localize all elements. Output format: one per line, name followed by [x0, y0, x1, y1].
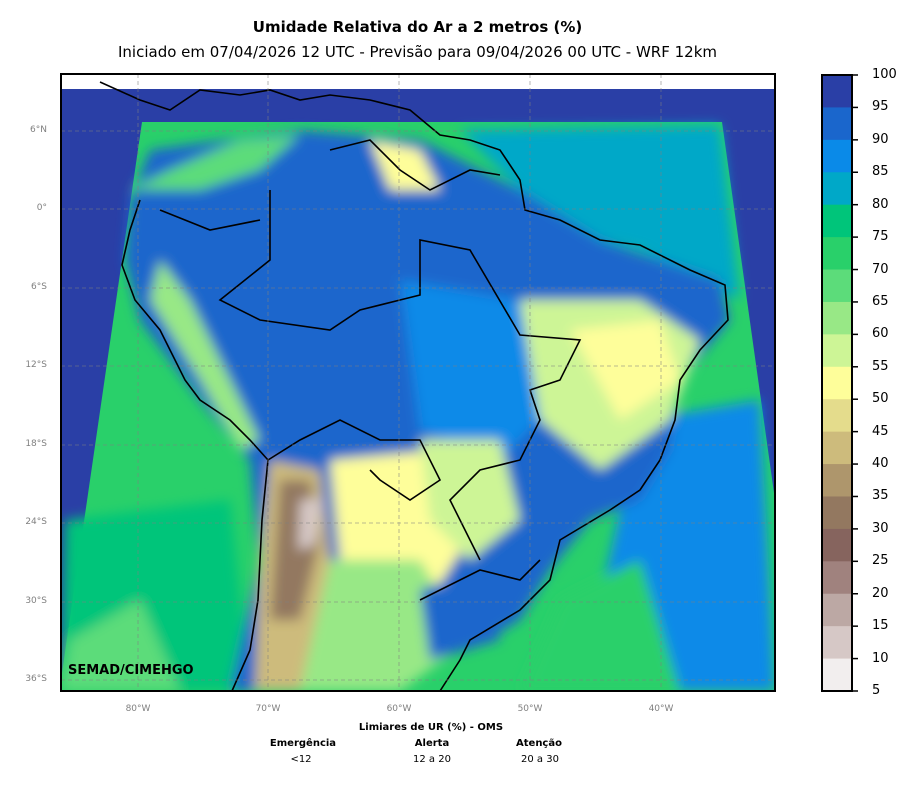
colorbar-frame: [821, 74, 853, 692]
legend-level-range: 12 a 20: [413, 754, 451, 765]
colorbar-tick-label: 10: [872, 650, 889, 666]
colorbar-tick-label: 55: [872, 358, 889, 374]
colorbar-tick-label: 50: [872, 391, 889, 407]
legend-level-label: Alerta: [414, 738, 450, 749]
lat-label: 6°N: [30, 125, 47, 135]
map-field: [61, 74, 775, 691]
map-title: Umidade Relativa do Ar a 2 metros (%): [252, 18, 583, 36]
colorbar-swatch: [822, 528, 852, 562]
colorbar-tick-label: 25: [872, 553, 889, 569]
colorbar-swatch: [822, 269, 852, 303]
colorbar-swatch: [822, 301, 852, 335]
colorbar-swatch: [822, 399, 852, 433]
colorbar-tick-label: 30: [872, 520, 889, 536]
legend-level-range: <12: [290, 754, 312, 765]
colorbar-swatch: [822, 172, 852, 206]
colorbar-swatch: [822, 139, 852, 173]
colorbar-swatch: [822, 626, 852, 660]
colorbar: [821, 74, 858, 692]
legend-level-label: Emergência: [269, 738, 337, 749]
colorbar-tick-label: 40: [872, 456, 889, 472]
colorbar-tick-label: 70: [872, 261, 889, 277]
colorbar-tick-label: 45: [872, 423, 889, 439]
colorbar-tick-label: 85: [872, 164, 889, 180]
graticule: [61, 74, 775, 691]
map-frame: [60, 73, 776, 692]
legend-level-range: 20 a 30: [521, 754, 559, 765]
lat-label: 0°: [36, 203, 47, 213]
colorbar-swatch: [822, 237, 852, 271]
credit-label: SEMAD/CIMEHGO: [68, 663, 194, 678]
colorbar-tick-label: 75: [872, 229, 889, 245]
lon-label: 70°W: [255, 704, 281, 714]
colorbar-tick-label: 20: [872, 585, 889, 601]
colorbar-tick-label: 60: [872, 326, 889, 342]
lat-label: 6°S: [31, 282, 47, 292]
colorbar-swatch: [822, 366, 852, 400]
colorbar-swatch: [822, 204, 852, 238]
colorbar-swatch: [822, 561, 852, 595]
lat-label: 24°S: [25, 517, 47, 527]
lon-label: 50°W: [517, 704, 543, 714]
colorbar-swatch: [822, 107, 852, 141]
colorbar-swatch: [822, 593, 852, 627]
colorbar-swatch: [822, 431, 852, 465]
lon-label: 40°W: [648, 704, 674, 714]
lat-label: 18°S: [25, 439, 47, 449]
map-subtitle: Iniciado em 07/04/2026 12 UTC - Previsão…: [117, 43, 718, 61]
legend-title: Limiares de UR (%) - OMS: [358, 722, 504, 733]
colorbar-tick-label: 15: [872, 618, 889, 634]
colorbar-swatch: [822, 334, 852, 368]
legend-level-label: Atenção: [516, 738, 562, 749]
colorbar-tick-label: 100: [872, 67, 897, 82]
colorbar-tick-label: 35: [872, 488, 889, 504]
lat-label: 36°S: [25, 674, 47, 684]
colorbar-tick-label: 5: [872, 683, 881, 698]
colorbar-tick-label: 80: [872, 196, 889, 212]
colorbar-swatch: [822, 75, 852, 108]
lat-label: 30°S: [25, 596, 47, 606]
lon-label: 80°W: [125, 704, 151, 714]
colorbar-tick-label: 90: [872, 131, 889, 147]
colorbar-tick-label: 65: [872, 293, 889, 309]
colorbar-swatch: [822, 658, 852, 692]
lat-label: 12°S: [25, 360, 47, 370]
colorbar-swatch: [822, 464, 852, 497]
colorbar-tick-label: 95: [872, 99, 889, 115]
colorbar-swatch: [822, 496, 852, 530]
country-borders: [99, 81, 729, 691]
lon-label: 60°W: [386, 704, 412, 714]
